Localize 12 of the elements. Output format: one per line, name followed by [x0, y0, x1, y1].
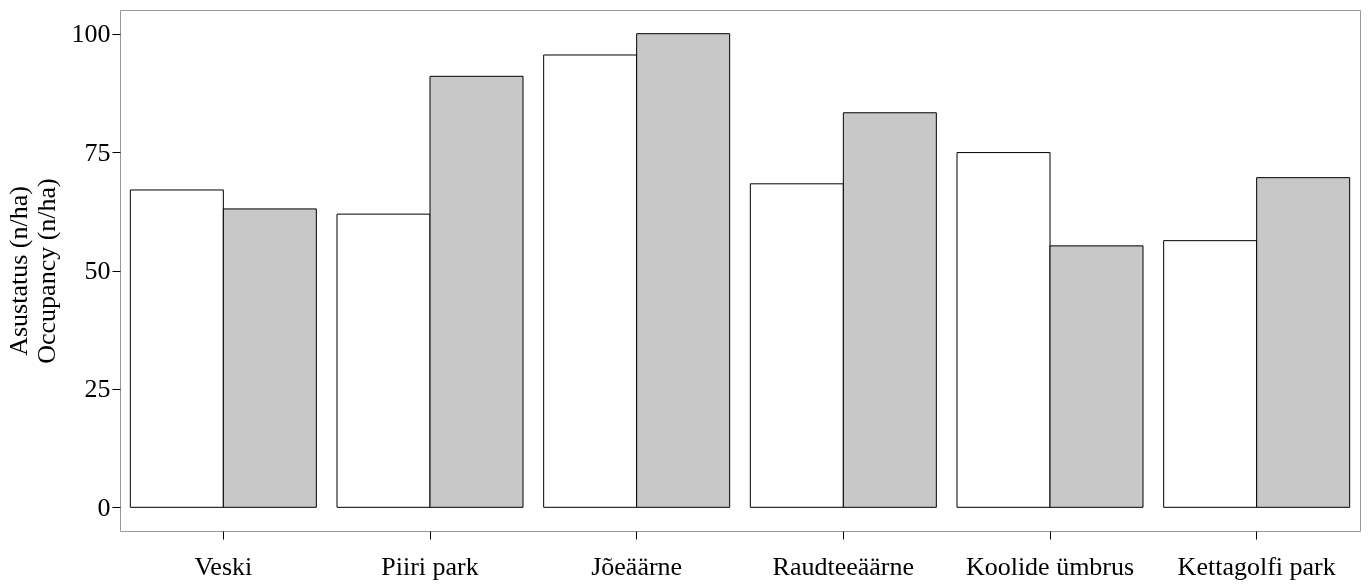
y-tick-label: 100	[71, 19, 111, 49]
y-axis-title: Asustatus (n/ha) Occupancy (n/ha)	[3, 178, 61, 364]
x-tick-label: Piiri park	[381, 551, 479, 581]
y-tick-label: 25	[84, 374, 111, 404]
x-tick-label: Kettagolfi park	[1177, 551, 1336, 581]
x-tick-label: Koolide ümbrus	[965, 551, 1135, 581]
x-tick-label: Jõeäärne	[591, 551, 683, 581]
y-tick-label: 0	[97, 492, 111, 522]
y-tick-label: 75	[84, 137, 111, 167]
y-tick-label: 50	[84, 256, 111, 285]
x-tick-label: Veski	[194, 551, 253, 581]
x-tick-label: Raudteeäärne	[772, 551, 915, 581]
